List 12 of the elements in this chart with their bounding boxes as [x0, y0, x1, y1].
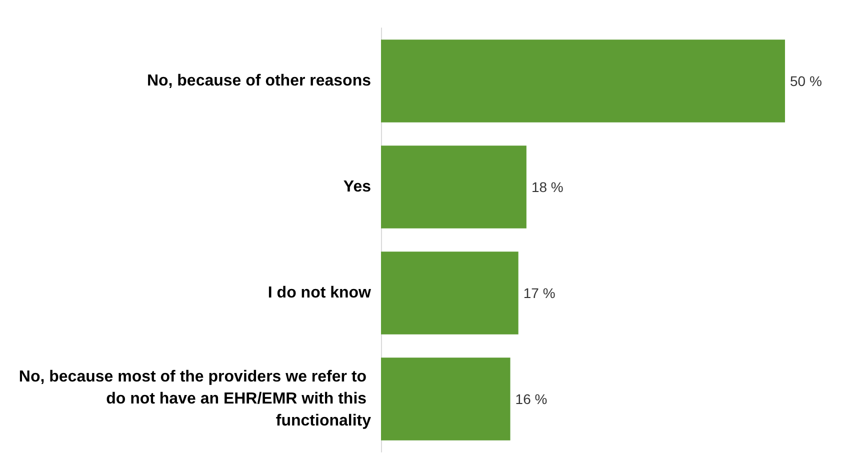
data-label: 17 % — [523, 285, 556, 301]
data-label: 50 % — [790, 73, 822, 89]
bar — [381, 358, 510, 440]
data-label: 16 % — [515, 391, 548, 407]
y-tick-label: No, because of other reasons — [146, 72, 372, 90]
bar — [381, 252, 518, 334]
y-tick-label: Yes — [343, 178, 372, 196]
bar — [381, 40, 785, 122]
y-tick-label: No, because most of the providers we refer to do not have an EHR/EMR with this functionality — [18, 368, 372, 430]
y-tick-label: I do not know — [268, 284, 372, 302]
data-label: 18 % — [531, 179, 564, 195]
bar — [381, 146, 526, 228]
